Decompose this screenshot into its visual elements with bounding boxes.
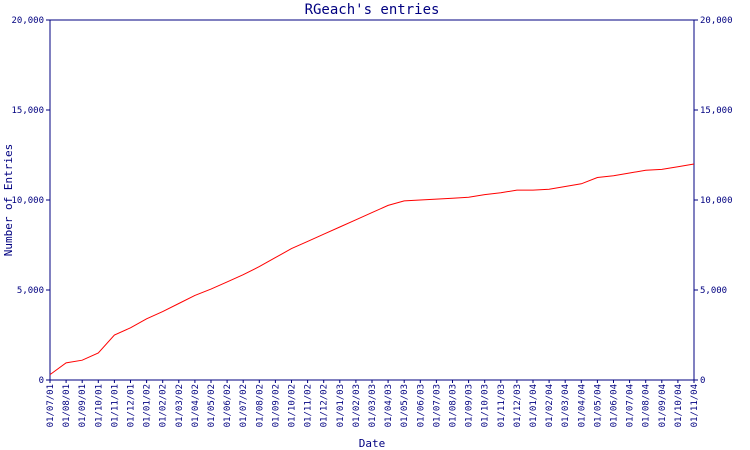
x-tick-label: 01/09/01 (78, 384, 88, 427)
x-tick-label: 01/01/04 (529, 384, 539, 427)
x-axis-title: Date (359, 437, 386, 450)
x-tick-label: 01/08/03 (449, 384, 459, 427)
x-tick-label: 01/11/04 (690, 384, 700, 427)
x-tick-label: 01/09/03 (465, 384, 475, 427)
x-tick-label: 01/10/03 (481, 384, 491, 427)
x-tick-label: 01/11/01 (110, 384, 120, 427)
x-tick-label: 01/03/04 (561, 384, 571, 427)
x-tick-label: 01/08/02 (255, 384, 265, 427)
y-tick-label: 20,000 (11, 16, 44, 26)
x-tick-label: 01/11/03 (497, 384, 507, 427)
y-tick-label: 5,000 (17, 286, 44, 296)
x-tick-label: 01/09/04 (658, 384, 668, 427)
x-tick-label: 01/08/01 (62, 384, 72, 427)
plot-frame (49, 19, 695, 381)
chart-title: RGeach's entries (305, 2, 440, 18)
x-tick-label: 01/12/01 (127, 384, 137, 427)
data-line (49, 163, 695, 376)
x-tick-label: 01/11/02 (304, 384, 314, 427)
x-tick-label: 01/02/03 (352, 384, 362, 427)
y2-tick-label: 15,000 (700, 106, 733, 116)
x-tick-label: 01/06/03 (416, 384, 426, 427)
x-tick-label: 01/04/03 (384, 384, 394, 427)
x-tick-label: 01/10/04 (674, 384, 684, 427)
x-tick-label: 01/02/02 (159, 384, 169, 427)
x-tick-label: 01/10/02 (288, 384, 298, 427)
x-tick-label: 01/06/04 (610, 384, 620, 427)
x-tick-label: 01/07/03 (432, 384, 442, 427)
x-tick-label: 01/06/02 (223, 384, 233, 427)
y-tick-label: 15,000 (11, 106, 44, 116)
x-tick-label: 01/04/02 (191, 384, 201, 427)
x-tick-label: 01/12/02 (320, 384, 330, 427)
x-tick-label: 01/03/03 (368, 384, 378, 427)
y2-tick-label: 20,000 (700, 16, 733, 26)
x-tick-label: 01/01/02 (143, 384, 153, 427)
y2-tick-label: 0 (700, 376, 705, 386)
x-tick-label: 01/08/04 (642, 384, 652, 427)
x-tick-label: 01/04/04 (577, 384, 587, 427)
x-tick-label: 01/07/04 (626, 384, 636, 427)
x-tick-label: 01/05/03 (400, 384, 410, 427)
x-tick-label: 01/10/01 (94, 384, 104, 427)
y-axis-title: Number of Entries (2, 144, 15, 257)
x-tick-label: 01/03/02 (175, 384, 185, 427)
y-tick-label: 0 (39, 376, 44, 386)
x-tick-label: 01/02/04 (545, 384, 555, 427)
x-tick-label: 01/09/02 (271, 384, 281, 427)
x-tick-label: 01/07/02 (239, 384, 249, 427)
x-tick-label: 01/01/03 (336, 384, 346, 427)
y2-tick-label: 5,000 (700, 286, 727, 296)
x-tick-label: 01/07/01 (46, 384, 56, 427)
y2-tick-label: 10,000 (700, 196, 733, 206)
x-tick-label: 01/05/02 (207, 384, 217, 427)
x-tick-label: 01/12/03 (513, 384, 523, 427)
x-tick-label: 01/05/04 (593, 384, 603, 427)
y-tick-label: 10,000 (11, 196, 44, 206)
